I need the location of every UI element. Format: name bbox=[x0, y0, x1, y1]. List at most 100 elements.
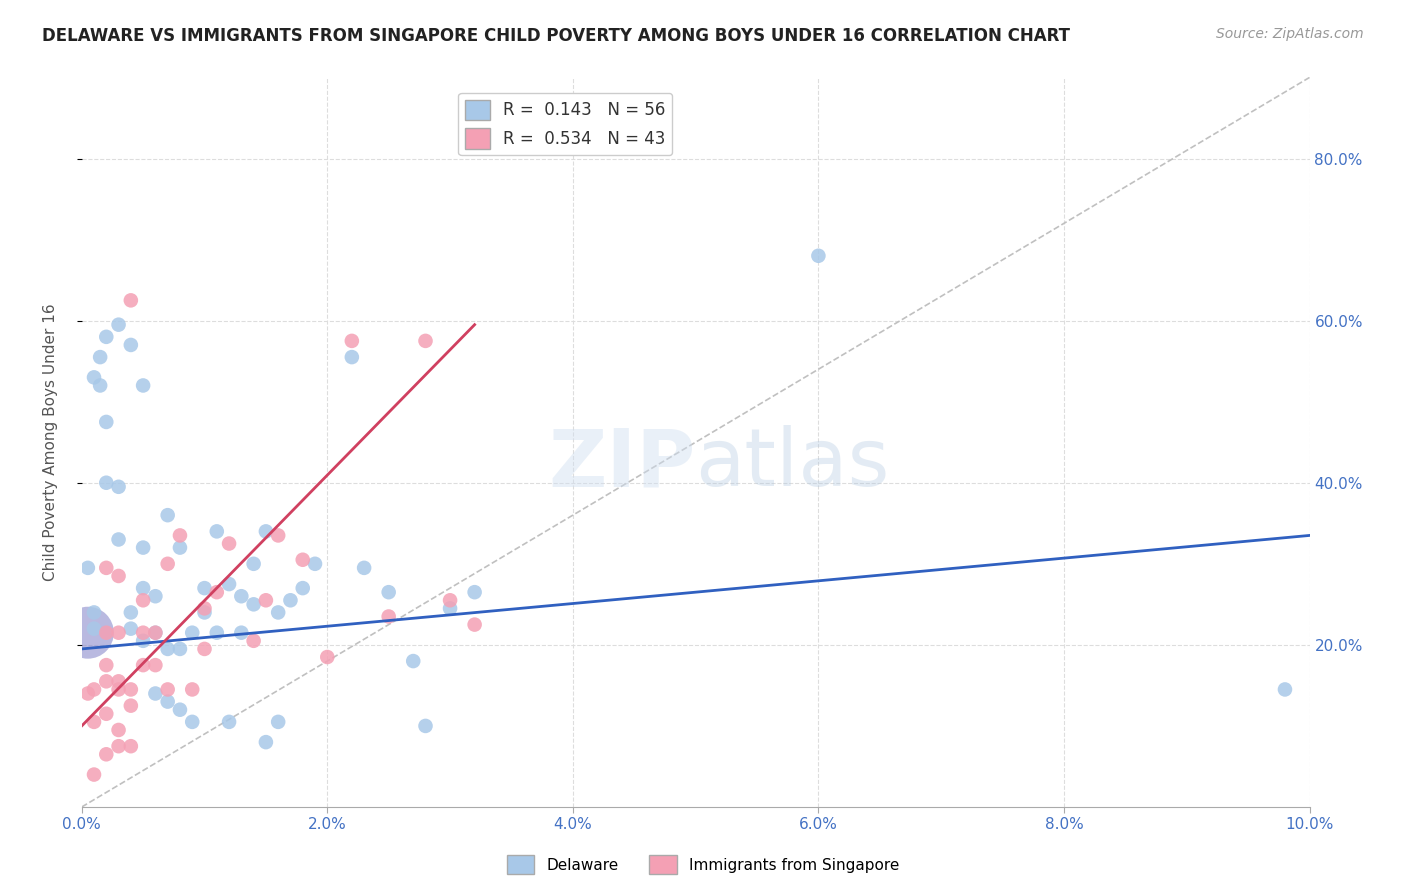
Point bbox=[83, 370, 105, 384]
Point bbox=[132, 658, 155, 673]
Point bbox=[353, 561, 375, 575]
Point bbox=[132, 593, 155, 607]
Point bbox=[205, 625, 228, 640]
Point bbox=[280, 593, 302, 607]
Point bbox=[340, 350, 363, 364]
Point bbox=[267, 714, 290, 729]
Point bbox=[291, 553, 314, 567]
Point bbox=[76, 686, 98, 700]
Point bbox=[83, 714, 105, 729]
Point bbox=[120, 739, 142, 754]
Point bbox=[156, 695, 179, 709]
Legend: Delaware, Immigrants from Singapore: Delaware, Immigrants from Singapore bbox=[501, 849, 905, 880]
Point bbox=[145, 625, 167, 640]
Text: ZIP: ZIP bbox=[548, 425, 696, 503]
Point bbox=[304, 557, 326, 571]
Point bbox=[96, 415, 118, 429]
Point bbox=[156, 682, 179, 697]
Point bbox=[132, 625, 155, 640]
Point bbox=[107, 739, 129, 754]
Point bbox=[96, 330, 118, 344]
Point bbox=[242, 557, 264, 571]
Point bbox=[107, 625, 129, 640]
Point bbox=[402, 654, 425, 668]
Point bbox=[231, 589, 253, 603]
Point bbox=[145, 658, 167, 673]
Point bbox=[107, 682, 129, 697]
Point bbox=[107, 480, 129, 494]
Point bbox=[415, 719, 437, 733]
Point bbox=[156, 641, 179, 656]
Point bbox=[169, 541, 191, 555]
Point bbox=[169, 703, 191, 717]
Point bbox=[231, 625, 253, 640]
Point bbox=[89, 378, 111, 392]
Point bbox=[132, 581, 155, 595]
Point bbox=[340, 334, 363, 348]
Text: atlas: atlas bbox=[696, 425, 890, 503]
Point bbox=[464, 617, 486, 632]
Point bbox=[83, 682, 105, 697]
Point bbox=[96, 475, 118, 490]
Point bbox=[107, 533, 129, 547]
Point bbox=[83, 606, 105, 620]
Point bbox=[1274, 682, 1296, 697]
Text: DELAWARE VS IMMIGRANTS FROM SINGAPORE CHILD POVERTY AMONG BOYS UNDER 16 CORRELAT: DELAWARE VS IMMIGRANTS FROM SINGAPORE CH… bbox=[42, 27, 1070, 45]
Point bbox=[120, 606, 142, 620]
Point bbox=[181, 682, 204, 697]
Point bbox=[439, 601, 461, 615]
Point bbox=[254, 593, 277, 607]
Point bbox=[181, 625, 204, 640]
Point bbox=[107, 318, 129, 332]
Point bbox=[96, 561, 118, 575]
Point bbox=[156, 508, 179, 523]
Point bbox=[96, 625, 118, 640]
Point bbox=[156, 557, 179, 571]
Point bbox=[120, 698, 142, 713]
Point bbox=[96, 674, 118, 689]
Point bbox=[145, 625, 167, 640]
Point bbox=[242, 598, 264, 612]
Point bbox=[415, 334, 437, 348]
Point bbox=[316, 650, 339, 665]
Point bbox=[132, 378, 155, 392]
Point bbox=[807, 249, 830, 263]
Point bbox=[181, 714, 204, 729]
Point bbox=[291, 581, 314, 595]
Point bbox=[120, 293, 142, 308]
Point bbox=[193, 641, 215, 656]
Point bbox=[107, 569, 129, 583]
Point bbox=[96, 706, 118, 721]
Point bbox=[169, 641, 191, 656]
Point bbox=[120, 338, 142, 352]
Point bbox=[132, 541, 155, 555]
Point bbox=[76, 561, 98, 575]
Point bbox=[242, 633, 264, 648]
Point bbox=[96, 658, 118, 673]
Point bbox=[254, 524, 277, 539]
Legend: R =  0.143   N = 56, R =  0.534   N = 43: R = 0.143 N = 56, R = 0.534 N = 43 bbox=[458, 93, 672, 155]
Point bbox=[107, 723, 129, 737]
Point bbox=[76, 625, 98, 640]
Point bbox=[83, 767, 105, 781]
Point bbox=[267, 528, 290, 542]
Text: Source: ZipAtlas.com: Source: ZipAtlas.com bbox=[1216, 27, 1364, 41]
Point bbox=[205, 585, 228, 599]
Point bbox=[132, 633, 155, 648]
Y-axis label: Child Poverty Among Boys Under 16: Child Poverty Among Boys Under 16 bbox=[44, 303, 58, 581]
Point bbox=[439, 593, 461, 607]
Point bbox=[193, 601, 215, 615]
Point bbox=[205, 524, 228, 539]
Point bbox=[120, 682, 142, 697]
Point bbox=[464, 585, 486, 599]
Point bbox=[169, 528, 191, 542]
Point bbox=[193, 581, 215, 595]
Point bbox=[145, 589, 167, 603]
Point bbox=[83, 622, 105, 636]
Point bbox=[218, 536, 240, 550]
Point bbox=[377, 585, 399, 599]
Point bbox=[145, 686, 167, 700]
Point bbox=[107, 674, 129, 689]
Point bbox=[89, 350, 111, 364]
Point bbox=[218, 714, 240, 729]
